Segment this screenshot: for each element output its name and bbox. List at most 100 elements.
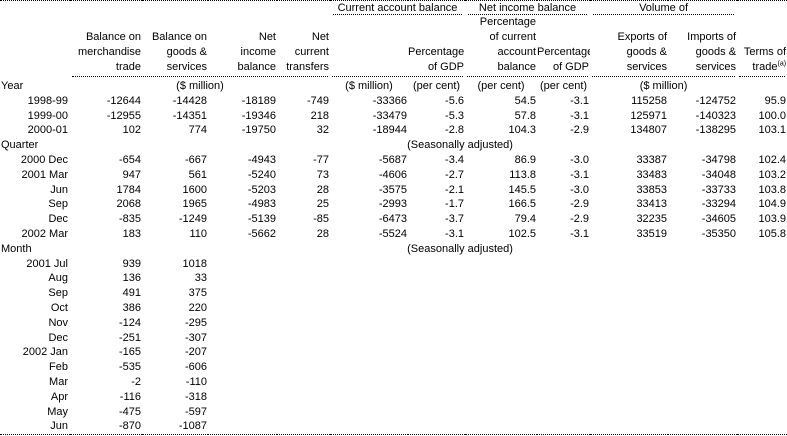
row-label: Dec [48,331,68,344]
value-cell [737,301,787,316]
value-cell [668,301,737,316]
value-cell: 32235 [636,213,668,226]
value-cell [208,405,277,420]
value-cell [408,419,465,434]
value-cell: -3.1 [570,94,590,107]
row-label: 2000 Dec [20,153,68,166]
value-cell [330,257,408,272]
value-cell [277,360,330,375]
value-cell: -140323 [695,109,737,122]
value-cell [330,405,408,420]
value-cell: -19750 [241,124,276,137]
value-cell [330,360,408,375]
value-cell: -2 [131,375,141,388]
value-cell [537,257,590,272]
rule-terms-of-trade [739,76,786,77]
value-cell [208,345,277,360]
value-cell [208,301,277,316]
value-cell [465,345,537,360]
value-cell [277,257,330,272]
value-cell: -116 [119,390,141,403]
value-cell: -4983 [247,198,276,211]
table-row: 1998-99 -12644 -14428 -18189 -749 -33366 -5.6 5… [0,94,787,109]
col-header-exports-goods-services: Exports of goods & services [617,31,668,73]
value-cell: 102.4 [758,153,787,166]
value-cell [737,345,787,360]
value-cell: 375 [188,287,207,300]
value-cell [537,286,590,301]
value-cell [668,375,737,390]
units-volume-dollar-million: ($ million) [639,80,688,92]
value-cell: -33733 [701,183,737,196]
value-cell [208,419,277,434]
value-cell [668,390,737,405]
value-cell [465,419,537,434]
value-cell [737,390,787,405]
value-cell [330,390,408,405]
table-row: Dec -835 -1249 -5139 -85 -6473 -3.7 79.4 -2.9 322… [0,212,787,227]
header-rule-row [0,76,787,79]
value-cell [465,360,537,375]
value-cell [465,390,537,405]
value-cell [208,390,277,405]
group-current-account-balance: Current account balance [333,2,463,15]
table-row: Apr -116 -318 [0,390,787,405]
value-cell [737,360,787,375]
value-cell [668,419,737,434]
value-cell: -597 [184,405,207,418]
table-row: Jun 1784 1600 -5203 28 -3575 -2.1 145.5 -3.0 3385… [0,183,787,198]
value-cell: -2.9 [570,213,590,226]
table-row: Oct 386 220 [0,301,787,316]
rule-current-account [332,76,464,77]
value-cell: -2.8 [445,124,465,137]
value-cell: -18944 [372,124,407,137]
value-cell [408,405,465,420]
value-cell: 220 [188,301,207,314]
col-header-net-income-balance: Net income balance [237,31,276,73]
value-cell: -14428 [172,94,207,107]
value-cell: -749 [306,94,329,107]
value-cell [330,286,408,301]
value-cell: -124752 [695,94,737,107]
value-cell [590,419,668,434]
value-cell: -4606 [378,168,407,181]
value-cell [408,331,465,346]
value-cell [277,375,330,390]
value-cell: -3.1 [570,168,590,181]
row-label: Oct [50,301,68,314]
value-cell: 103.8 [758,183,787,196]
value-cell: -5.6 [445,94,465,107]
value-cell [408,316,465,331]
value-cell: -33294 [701,198,737,211]
value-cell [408,345,465,360]
value-cell: 1018 [182,257,207,270]
value-cell: 33 [194,272,207,285]
value-cell: -3.4 [445,153,465,166]
value-cell [465,405,537,420]
units-left-dollar-million: ($ million) [176,80,224,92]
value-cell [208,286,277,301]
value-cell: -12644 [106,94,141,107]
value-cell [537,316,590,331]
table-row: 2000 Dec -654 -667 -4943 -77 -5687 -3.4 86.9 -3.… [0,153,787,168]
value-cell: -3575 [378,183,407,196]
row-label: 2001 Jul [26,257,68,270]
value-cell [737,286,787,301]
value-cell [668,360,737,375]
value-cell [277,331,330,346]
value-cell: -870 [118,420,141,433]
value-cell [537,390,590,405]
table-row: Feb -535 -606 [0,360,787,375]
value-cell: -318 [184,390,207,403]
units-pct-gdp-net-income: (per cent) [539,80,588,92]
value-cell: 561 [188,168,207,181]
value-cell: 104.9 [758,198,787,211]
value-cell [208,257,277,272]
value-cell [330,419,408,434]
value-cell: -33366 [372,94,407,107]
section-label-quarter: Quarter [1,139,39,152]
value-cell [668,345,737,360]
value-cell [668,316,737,331]
value-cell: -2.7 [445,168,465,181]
value-cell: 113.8 [509,168,537,181]
